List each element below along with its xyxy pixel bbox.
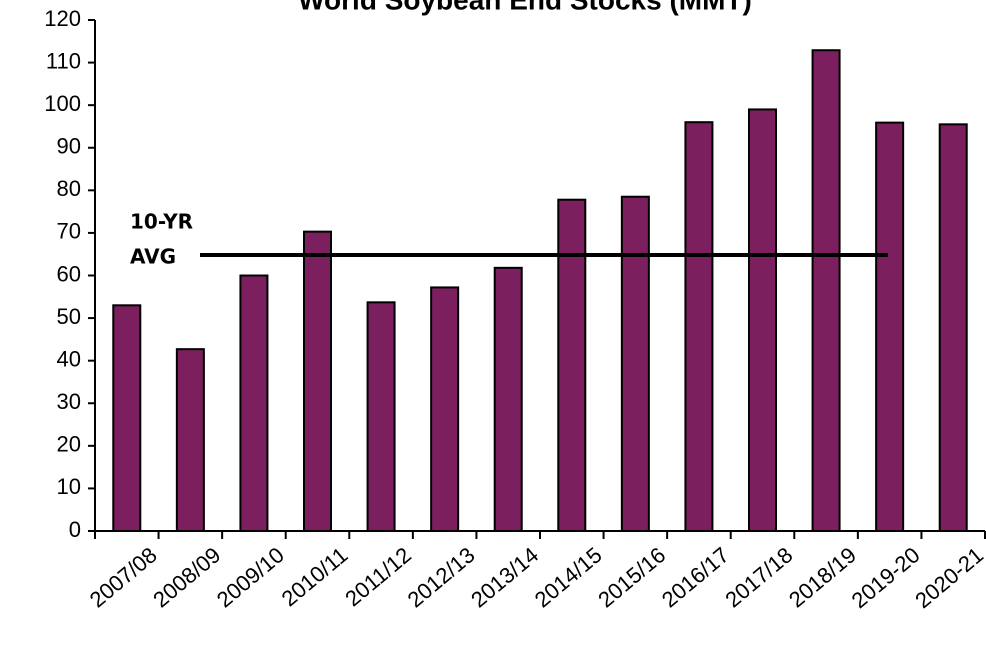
bar (493, 266, 523, 532)
x-tick-label: 2007/08 (85, 542, 162, 612)
y-tick-label: 50 (57, 304, 81, 329)
bar (875, 121, 905, 533)
y-tick-label: 40 (57, 346, 81, 371)
bar (684, 121, 714, 532)
bar (366, 301, 396, 533)
bar (175, 348, 205, 532)
bar (938, 123, 968, 533)
average-label: AVG (130, 245, 176, 269)
x-tick-label: 2012/13 (403, 542, 480, 612)
y-tick-label: 90 (57, 134, 81, 159)
y-tick-label: 60 (57, 261, 81, 286)
y-tick-label: 0 (69, 517, 81, 542)
bar (748, 108, 777, 533)
x-tick-label: 2018/19 (784, 542, 861, 612)
x-tick-label: 2017/18 (720, 542, 797, 612)
x-tick-label: 2015/16 (593, 542, 670, 612)
x-tick-label: 2010/11 (277, 542, 353, 611)
y-tick-label: 80 (57, 176, 81, 201)
y-tick-label: 20 (57, 432, 81, 457)
x-tick-label: 2016/17 (657, 542, 734, 612)
y-tick-label: 10 (57, 474, 81, 499)
x-tick-label: 2008/09 (148, 542, 225, 612)
bar (239, 274, 269, 532)
bar (303, 230, 332, 532)
bar (811, 49, 841, 533)
x-tick-label: 2019-20 (847, 542, 925, 613)
y-tick-label: 110 (46, 48, 81, 73)
average-label: 10-YR (130, 210, 193, 234)
bar (430, 286, 460, 532)
bar (112, 304, 142, 532)
x-tick-label: 2014/15 (530, 542, 607, 612)
x-tick-label: 2011/12 (340, 542, 416, 611)
x-tick-label: 2013/14 (466, 542, 543, 612)
y-tick-label: 120 (44, 6, 81, 31)
bar (620, 195, 650, 533)
bar (557, 198, 587, 532)
y-tick-label: 30 (57, 389, 81, 414)
y-tick-label: 70 (57, 219, 81, 244)
x-tick-label: 2009/10 (212, 542, 289, 612)
y-tick-label: 100 (44, 91, 81, 116)
chart-title: World Soybean End Stocks (MMT) (298, 0, 752, 15)
x-tick-label: 2020-21 (910, 542, 986, 613)
